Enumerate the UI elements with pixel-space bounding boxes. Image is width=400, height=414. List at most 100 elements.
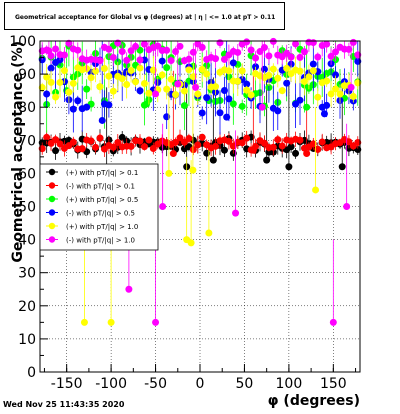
data-point bbox=[185, 135, 193, 143]
data-point bbox=[212, 83, 220, 91]
data-point bbox=[127, 142, 135, 150]
data-point bbox=[332, 85, 340, 93]
data-point bbox=[109, 143, 117, 151]
data-point bbox=[136, 137, 144, 145]
y-tick-label: 30 bbox=[18, 266, 36, 282]
data-point bbox=[172, 91, 180, 99]
data-point bbox=[145, 136, 153, 144]
y-tick-label: 80 bbox=[18, 100, 36, 116]
axes: 0 10 20 30 40 50 60 70 80 90 100 -150 -100 -50 0 50 100 1… bbox=[9, 34, 360, 409]
data-point bbox=[220, 55, 228, 63]
data-point bbox=[176, 42, 184, 50]
x-tick-label: -50 bbox=[144, 376, 167, 392]
legend: (+) with pT/|q| > 0.1 (-) with pT/|q| > 0… bbox=[39, 163, 159, 251]
data-point bbox=[318, 138, 326, 146]
data-point bbox=[203, 149, 211, 157]
data-point bbox=[198, 65, 206, 73]
data-point bbox=[180, 87, 188, 95]
data-point bbox=[140, 143, 148, 151]
data-point bbox=[205, 229, 213, 237]
data-point bbox=[105, 72, 113, 80]
legend-label: (+) with pT/|q| > 0.5 bbox=[66, 196, 138, 204]
data-point bbox=[145, 89, 153, 97]
data-point bbox=[132, 78, 140, 86]
data-point bbox=[109, 87, 117, 95]
data-point bbox=[229, 59, 237, 67]
data-point bbox=[60, 51, 68, 59]
data-point bbox=[87, 137, 95, 145]
data-point bbox=[96, 57, 104, 65]
data-point bbox=[56, 78, 64, 86]
data-point bbox=[234, 48, 242, 56]
data-point bbox=[127, 47, 135, 55]
x-tick-label: 100 bbox=[276, 376, 303, 392]
data-point bbox=[87, 74, 95, 82]
data-point bbox=[303, 150, 311, 158]
data-point bbox=[105, 101, 113, 109]
data-point bbox=[212, 142, 220, 150]
data-point bbox=[136, 56, 144, 64]
data-point bbox=[343, 203, 351, 210]
data-point bbox=[296, 96, 304, 104]
x-tick-label: 50 bbox=[236, 376, 254, 392]
data-point bbox=[185, 55, 193, 63]
data-point bbox=[65, 39, 73, 47]
data-point bbox=[189, 73, 197, 81]
data-point bbox=[216, 109, 224, 117]
data-point bbox=[300, 48, 308, 56]
data-point bbox=[229, 100, 237, 108]
data-point bbox=[192, 83, 200, 91]
data-point bbox=[212, 55, 220, 63]
data-point bbox=[43, 133, 51, 141]
y-tick-label: 90 bbox=[18, 67, 36, 83]
data-point bbox=[314, 53, 322, 61]
data-point bbox=[332, 48, 340, 56]
data-point bbox=[309, 140, 317, 148]
data-point bbox=[292, 40, 300, 48]
data-point bbox=[163, 64, 171, 72]
data-point bbox=[234, 77, 242, 85]
footer-timestamp: Wed Nov 25 11:43:35 2020 bbox=[3, 400, 125, 409]
data-point bbox=[69, 105, 77, 113]
data-point bbox=[96, 83, 104, 91]
data-point bbox=[47, 64, 55, 72]
data-point bbox=[283, 64, 291, 72]
data-point bbox=[327, 52, 335, 60]
data-point bbox=[278, 87, 286, 95]
data-point bbox=[74, 97, 82, 105]
data-point bbox=[305, 73, 313, 81]
data-point bbox=[300, 78, 308, 86]
data-point bbox=[176, 134, 184, 142]
data-point bbox=[45, 47, 53, 55]
title-box: Geometrical acceptance for Global vs φ (… bbox=[4, 2, 285, 30]
legend-marker bbox=[48, 168, 56, 176]
y-tick-label: 70 bbox=[18, 133, 36, 149]
data-point bbox=[347, 83, 355, 91]
y-tick-label: 0 bbox=[27, 365, 36, 381]
data-point bbox=[296, 136, 304, 144]
data-point bbox=[114, 139, 122, 147]
data-point bbox=[149, 145, 157, 153]
data-point bbox=[69, 79, 77, 87]
y-tick-label: 100 bbox=[9, 34, 36, 50]
data-point bbox=[74, 46, 82, 54]
data-point bbox=[247, 46, 255, 54]
data-point bbox=[223, 113, 231, 121]
data-point bbox=[152, 90, 160, 98]
data-point bbox=[216, 39, 224, 47]
data-point bbox=[163, 85, 171, 93]
data-point bbox=[100, 65, 108, 73]
chart-title: Geometrical acceptance for Global vs φ (… bbox=[15, 14, 276, 21]
data-point bbox=[52, 136, 60, 144]
data-point bbox=[172, 47, 180, 55]
data-point bbox=[65, 88, 73, 96]
data-point bbox=[260, 139, 268, 147]
data-point bbox=[180, 102, 188, 110]
data-point bbox=[140, 40, 148, 48]
data-point bbox=[123, 56, 131, 64]
y-tick-label: 50 bbox=[18, 200, 36, 216]
data-point bbox=[56, 140, 64, 148]
data-point bbox=[189, 48, 197, 56]
data-point bbox=[269, 65, 277, 73]
data-point bbox=[189, 166, 197, 174]
